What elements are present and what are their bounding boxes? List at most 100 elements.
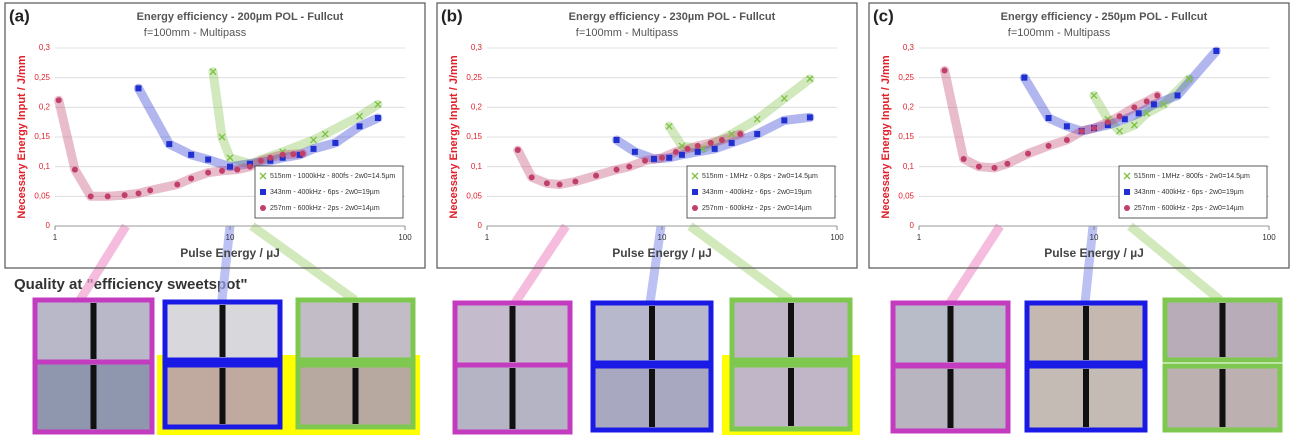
legend-marker: [260, 189, 266, 195]
point: [960, 155, 967, 162]
y-tick-label: 0,2: [471, 102, 483, 111]
cut-line: [219, 305, 226, 357]
point: [1213, 47, 1220, 54]
cut-line: [1083, 306, 1089, 360]
point: [356, 123, 363, 130]
cut-line: [947, 369, 954, 428]
chart-title: Energy efficiency - 200µm POL - Fullcut: [137, 11, 344, 23]
point: [1185, 75, 1193, 83]
x-axis-label: Pulse Energy / µJ: [180, 246, 280, 260]
legend-label: 257nm - 600kHz - 2ps - 2w0=14µm: [702, 205, 812, 212]
cut-line: [90, 365, 97, 429]
point: [678, 151, 685, 158]
y-tick-label: 0,3: [903, 43, 915, 52]
point: [754, 131, 761, 138]
point: [694, 148, 701, 155]
point: [780, 94, 788, 102]
point: [226, 154, 234, 162]
leader: [511, 223, 570, 306]
y-tick-label: 0,25: [466, 73, 482, 82]
point: [650, 155, 657, 162]
point: [1116, 127, 1124, 135]
point: [678, 142, 686, 150]
point: [1154, 92, 1161, 99]
point: [1150, 101, 1157, 108]
leader: [76, 223, 130, 303]
y-tick-label: 0,25: [34, 73, 50, 82]
legend-label: 343nm - 400kHz - 6ps - 2w0=19µm: [702, 189, 812, 196]
point: [1045, 115, 1052, 122]
legend-label: 515nm - 1MHz - 800fs - 2w0=14.5µm: [1134, 173, 1250, 180]
legend-label: 343nm - 400kHz - 6ps - 2w0=19µm: [270, 189, 380, 196]
point: [613, 136, 620, 143]
point: [1025, 150, 1032, 157]
x-tick-label: 100: [830, 233, 844, 242]
point: [188, 151, 195, 158]
point: [711, 145, 718, 152]
y-tick-label: 0,1: [471, 162, 483, 171]
point: [631, 148, 638, 155]
point: [666, 154, 673, 161]
point: [1131, 104, 1138, 111]
legend-marker: [692, 205, 698, 211]
chart: (b) Energy efficiency - 230µm POL - Fullc…: [436, 2, 858, 269]
point: [1104, 119, 1111, 126]
cut-line: [649, 306, 655, 360]
point: [374, 115, 381, 122]
leader: [217, 225, 235, 301]
chart-subtitle: f=100mm - Multipass: [576, 27, 679, 39]
point: [356, 112, 364, 120]
y-tick-label: 0,3: [39, 43, 51, 52]
y-tick-label: 0,2: [39, 102, 51, 111]
leader: [249, 222, 358, 304]
point: [728, 130, 736, 138]
point: [1091, 125, 1097, 132]
y-axis-label: Necessary Energy Input / J/mm: [448, 55, 460, 218]
chart-frame: [4, 2, 426, 269]
point: [572, 178, 579, 185]
cut-line: [509, 306, 516, 362]
point: [104, 193, 111, 200]
point: [279, 151, 286, 158]
point: [1143, 109, 1151, 117]
point: [299, 150, 306, 157]
cut-line: [90, 303, 97, 359]
y-tick-label: 0,3: [471, 43, 483, 52]
panel-label: (a): [9, 6, 30, 25]
point: [659, 154, 665, 161]
x-tick-label: 100: [398, 233, 412, 242]
point: [218, 133, 226, 141]
legend-label: 257nm - 600kHz - 2ps - 2w0=14µm: [1134, 205, 1244, 212]
y-tick-label: 0,1: [39, 162, 51, 171]
point: [332, 139, 339, 146]
point: [321, 130, 329, 138]
point: [205, 169, 212, 176]
leader: [1127, 222, 1223, 304]
point: [55, 97, 62, 104]
point: [672, 148, 679, 155]
point: [290, 151, 297, 158]
x-tick-label: 10: [1090, 233, 1099, 242]
point: [166, 141, 173, 148]
chart: (a) Energy efficiency - 200µm POL - Fullc…: [4, 2, 426, 269]
point: [135, 85, 142, 92]
point: [642, 157, 649, 164]
point: [728, 139, 735, 146]
chart-title: Energy efficiency - 250µm POL - Fullcut: [1001, 11, 1208, 23]
point: [753, 115, 761, 123]
point: [246, 163, 253, 170]
point: [1130, 121, 1138, 129]
legend-label: 343nm - 400kHz - 6ps - 2w0=19µm: [1134, 189, 1244, 196]
point: [1063, 123, 1070, 130]
point: [1116, 113, 1123, 120]
x-tick-label: 1: [485, 233, 490, 242]
point: [665, 122, 673, 130]
panel-label: (b): [441, 6, 463, 25]
y-tick-label: 0,05: [34, 191, 50, 200]
cut-line: [1083, 369, 1089, 427]
legend-marker: [1124, 205, 1130, 211]
cut-line: [509, 368, 516, 429]
leader: [946, 223, 1004, 306]
point: [121, 192, 128, 199]
